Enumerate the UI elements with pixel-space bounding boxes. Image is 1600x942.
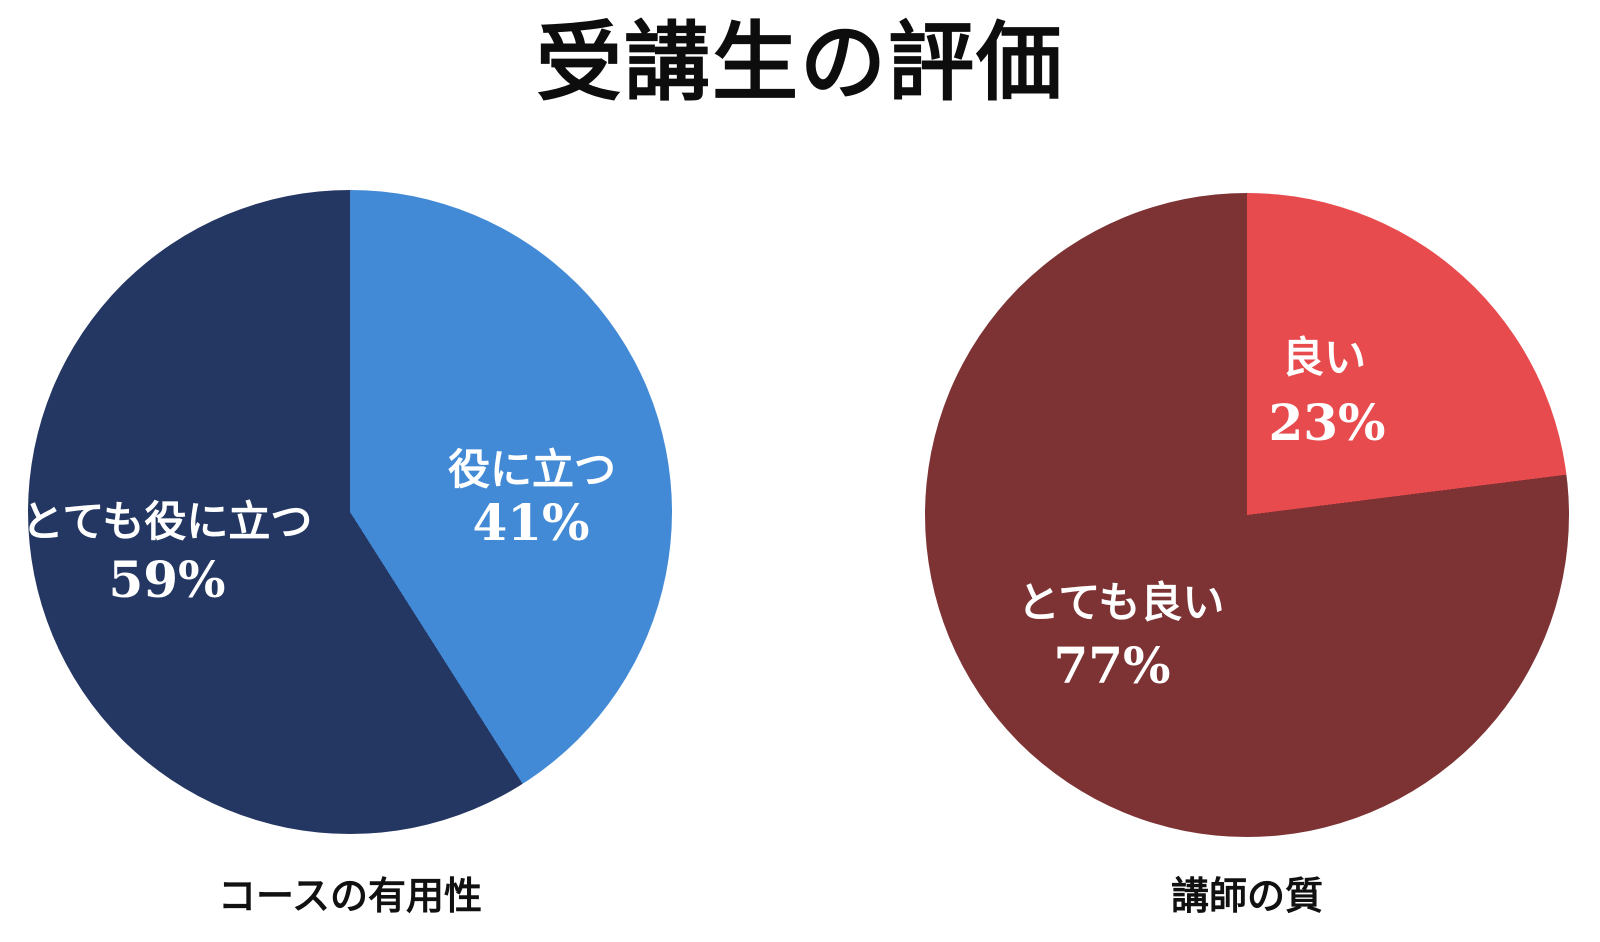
slice-label-good: 良い (1281, 334, 1367, 381)
pie-chart-instructor-quality: 良い 23% とても良い 77% (925, 193, 1569, 837)
pie-caption-course-usefulness: コースの有用性 (217, 876, 483, 918)
page-title: 受講生の評価 (536, 15, 1064, 111)
pie-chart-course-usefulness: 役に立つ 41% とても役に立つ 59% (22, 190, 672, 834)
slice-percent-very-useful: 59% (108, 550, 226, 609)
slice-label-useful: 役に立つ (447, 446, 617, 493)
slice-percent-good: 23% (1268, 393, 1386, 452)
slice-percent-very-good: 77% (1053, 636, 1171, 695)
slice-percent-useful: 41% (472, 493, 590, 552)
pie-caption-instructor-quality: 講師の質 (1170, 876, 1323, 918)
slice-label-very-useful: とても役に立つ (21, 498, 313, 545)
slice-label-very-good: とても良い (1017, 579, 1225, 626)
